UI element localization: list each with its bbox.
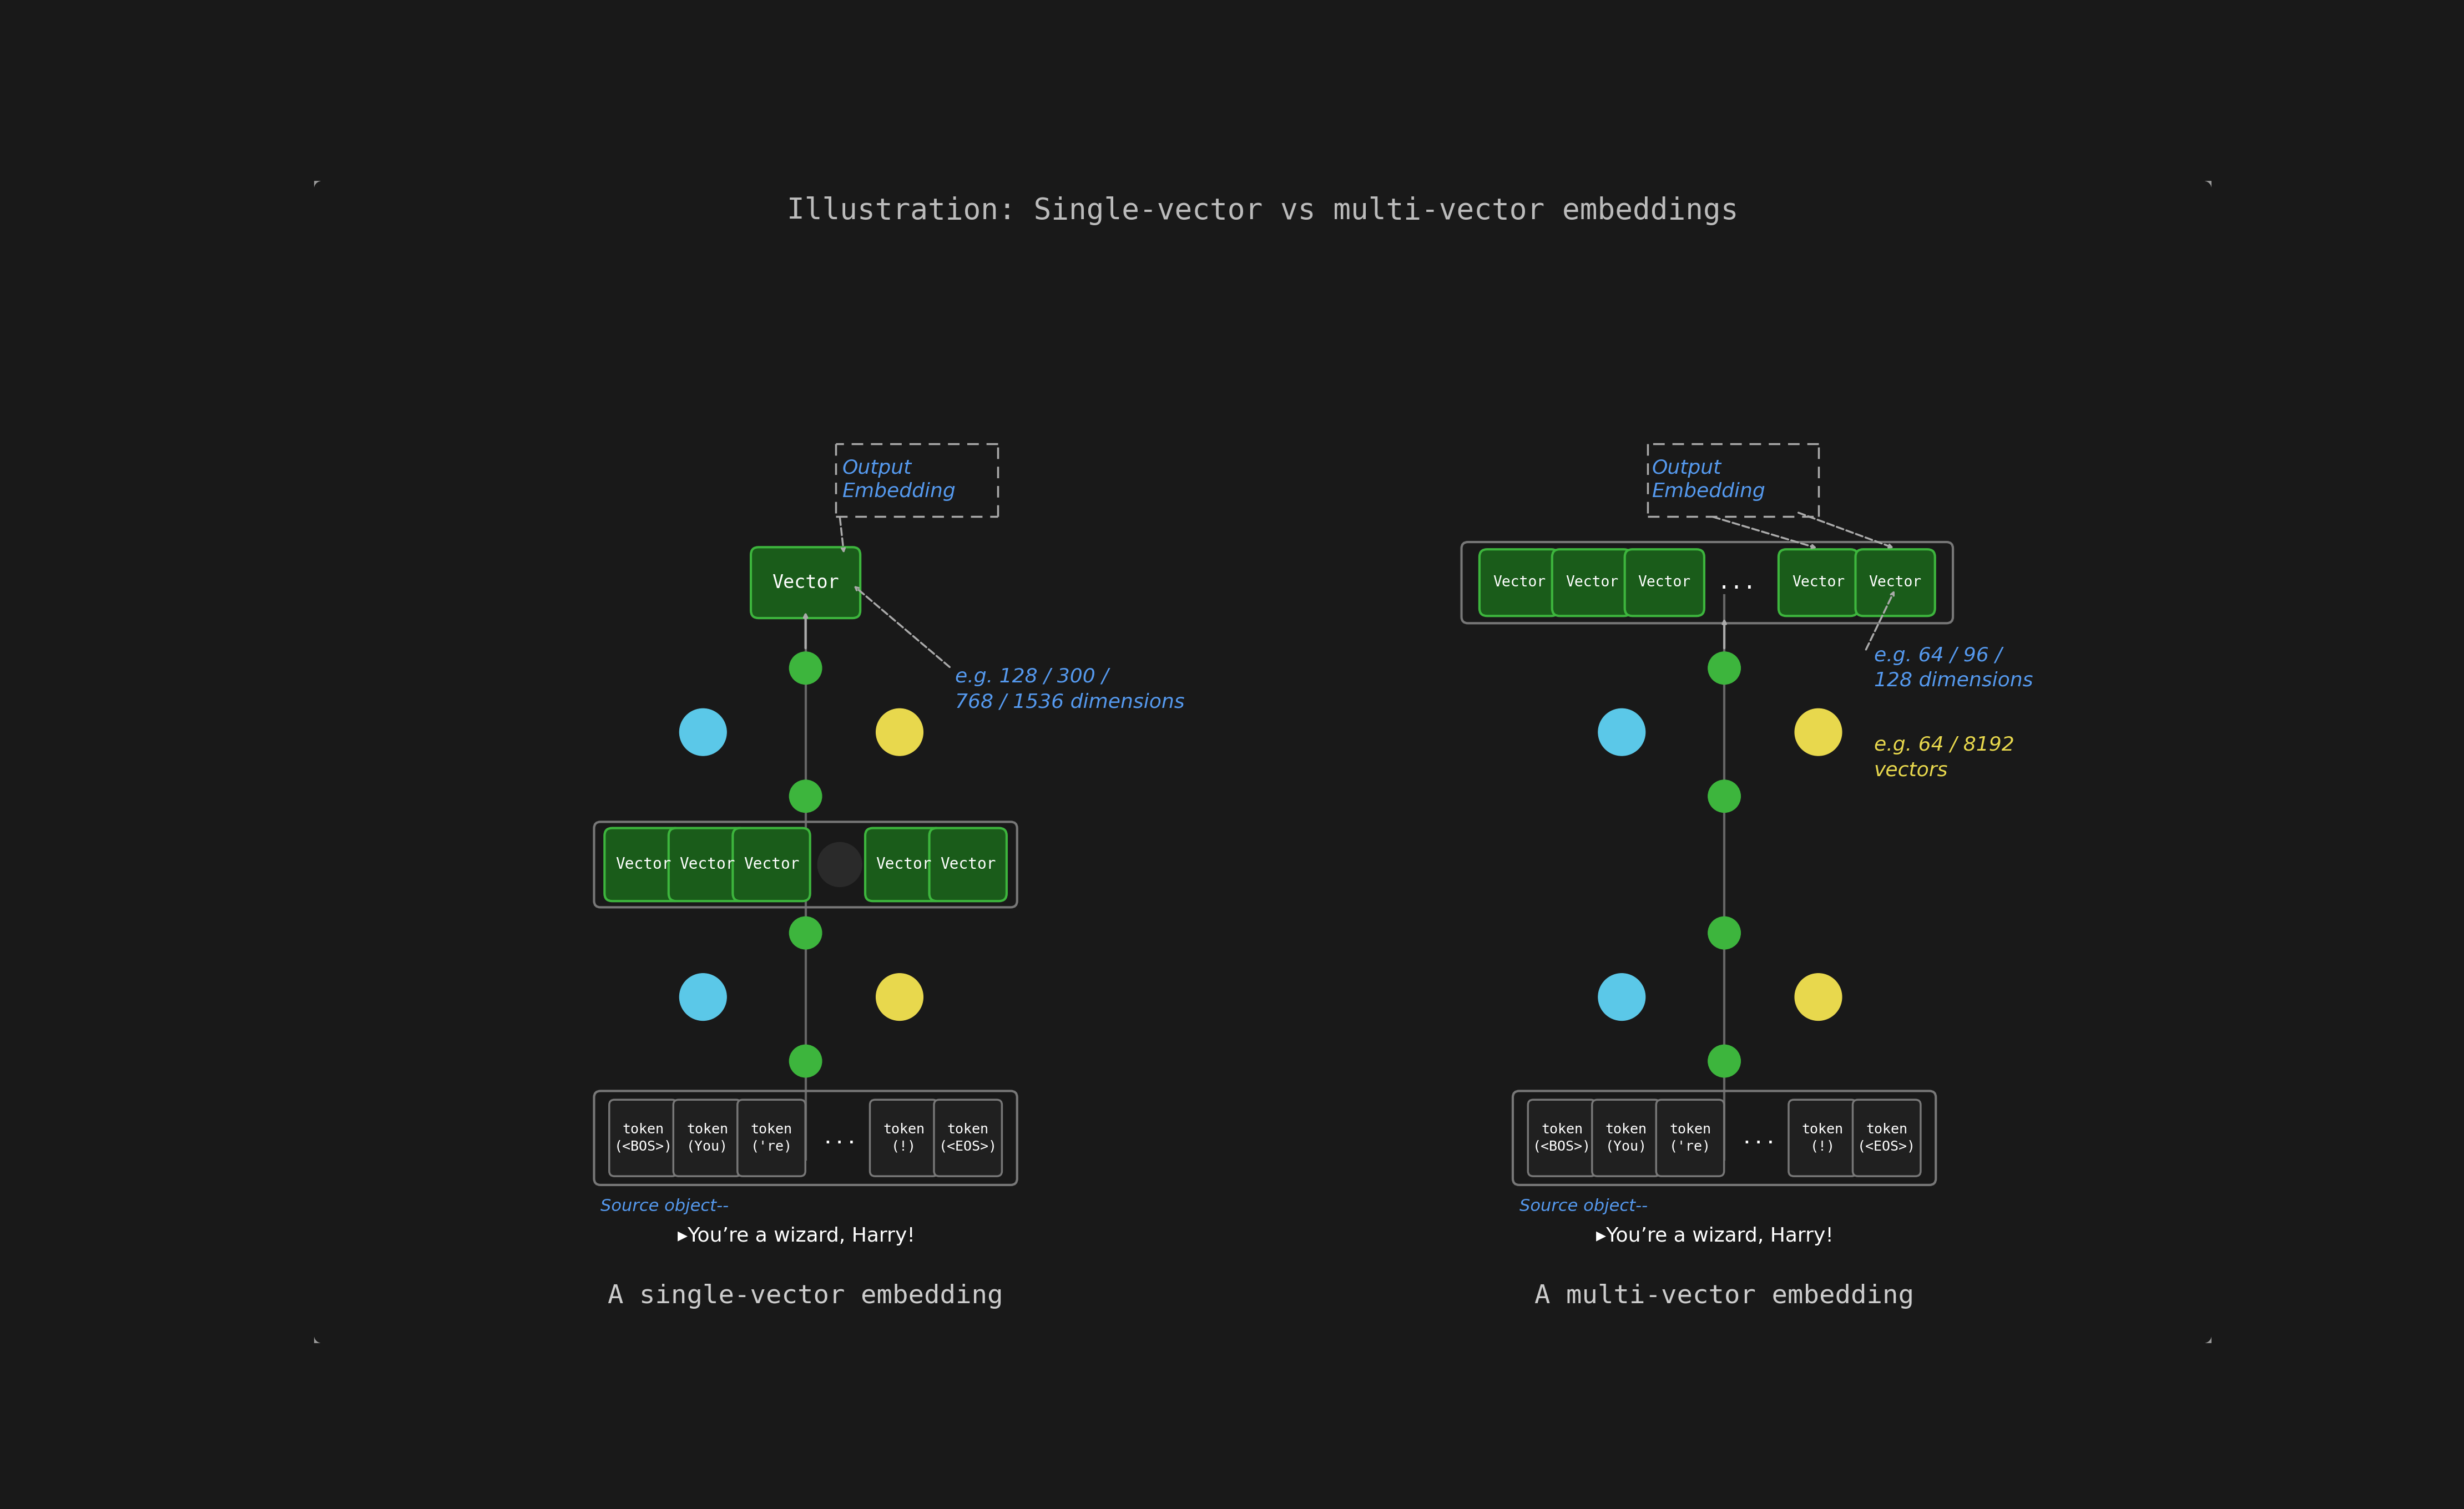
FancyBboxPatch shape [1855, 549, 1934, 616]
FancyBboxPatch shape [934, 1100, 1003, 1176]
Text: ...: ... [821, 1129, 857, 1147]
Text: ...: ... [1717, 572, 1757, 593]
Text: token
(<BOS>): token (<BOS>) [614, 1123, 673, 1153]
FancyBboxPatch shape [752, 548, 860, 619]
FancyBboxPatch shape [1478, 549, 1560, 616]
Text: Vector: Vector [1868, 575, 1922, 590]
FancyBboxPatch shape [737, 1100, 806, 1176]
Text: ▸You’re a wizard, Harry!: ▸You’re a wizard, Harry! [678, 1227, 914, 1245]
FancyBboxPatch shape [1528, 1100, 1597, 1176]
Circle shape [788, 916, 823, 949]
FancyBboxPatch shape [1656, 1100, 1725, 1176]
FancyBboxPatch shape [929, 828, 1008, 901]
Circle shape [1708, 1044, 1740, 1077]
FancyBboxPatch shape [604, 828, 683, 901]
Circle shape [1794, 709, 1841, 756]
Text: Vector: Vector [1493, 575, 1545, 590]
FancyBboxPatch shape [870, 1100, 939, 1176]
FancyBboxPatch shape [1624, 549, 1705, 616]
Text: token
('re): token ('re) [752, 1123, 793, 1153]
FancyBboxPatch shape [1789, 1100, 1855, 1176]
FancyBboxPatch shape [1592, 1100, 1661, 1176]
Text: A multi-vector embedding: A multi-vector embedding [1535, 1284, 1915, 1308]
Text: Vector: Vector [680, 857, 734, 872]
Circle shape [877, 709, 924, 756]
FancyBboxPatch shape [732, 828, 811, 901]
Text: Vector: Vector [1639, 575, 1690, 590]
Circle shape [788, 780, 823, 812]
Circle shape [680, 973, 727, 1020]
Text: ...: ... [1740, 1129, 1777, 1147]
Text: ...: ... [823, 856, 857, 874]
Text: Output
Embedding: Output Embedding [1651, 459, 1764, 501]
FancyBboxPatch shape [1853, 1100, 1919, 1176]
Circle shape [1708, 780, 1740, 812]
Circle shape [1599, 709, 1646, 756]
Text: Source object--: Source object-- [601, 1198, 729, 1215]
Text: token
('re): token ('re) [1668, 1123, 1710, 1153]
Circle shape [788, 1044, 823, 1077]
Circle shape [680, 709, 727, 756]
Text: token
(!): token (!) [882, 1123, 924, 1153]
Text: Source object--: Source object-- [1520, 1198, 1648, 1215]
Text: Vector: Vector [744, 857, 798, 872]
Circle shape [818, 842, 862, 887]
FancyBboxPatch shape [1779, 549, 1858, 616]
Text: e.g. 64 / 8192
vectors: e.g. 64 / 8192 vectors [1873, 736, 2013, 780]
Text: token
(You): token (You) [687, 1123, 727, 1153]
Text: token
(!): token (!) [1801, 1123, 1843, 1153]
Text: Output
Embedding: Output Embedding [843, 459, 956, 501]
Circle shape [877, 973, 924, 1020]
Circle shape [1708, 916, 1740, 949]
FancyBboxPatch shape [1552, 549, 1631, 616]
Text: Vector: Vector [771, 573, 840, 592]
Text: Vector: Vector [877, 857, 931, 872]
FancyBboxPatch shape [668, 828, 747, 901]
Text: e.g. 128 / 300 /
768 / 1536 dimensions: e.g. 128 / 300 / 768 / 1536 dimensions [956, 667, 1185, 711]
Circle shape [1599, 973, 1646, 1020]
Circle shape [1794, 973, 1841, 1020]
Text: token
(<EOS>): token (<EOS>) [939, 1123, 998, 1153]
Text: token
(<EOS>): token (<EOS>) [1858, 1123, 1917, 1153]
FancyBboxPatch shape [865, 828, 944, 901]
Text: Vector: Vector [1791, 575, 1846, 590]
Circle shape [1708, 652, 1740, 684]
FancyBboxPatch shape [673, 1100, 742, 1176]
Text: token
(You): token (You) [1604, 1123, 1646, 1153]
FancyBboxPatch shape [609, 1100, 678, 1176]
Text: token
(<BOS>): token (<BOS>) [1533, 1123, 1592, 1153]
Text: Illustration: Single-vector vs multi-vector embeddings: Illustration: Single-vector vs multi-vec… [786, 196, 1740, 225]
Text: Vector: Vector [616, 857, 670, 872]
Text: Vector: Vector [1565, 575, 1619, 590]
FancyBboxPatch shape [313, 180, 2213, 1345]
Circle shape [788, 652, 823, 684]
Text: Vector: Vector [941, 857, 995, 872]
Text: ▸You’re a wizard, Harry!: ▸You’re a wizard, Harry! [1597, 1227, 1833, 1245]
Text: A single-vector embedding: A single-vector embedding [609, 1284, 1003, 1308]
Text: e.g. 64 / 96 /
128 dimensions: e.g. 64 / 96 / 128 dimensions [1873, 646, 2033, 690]
